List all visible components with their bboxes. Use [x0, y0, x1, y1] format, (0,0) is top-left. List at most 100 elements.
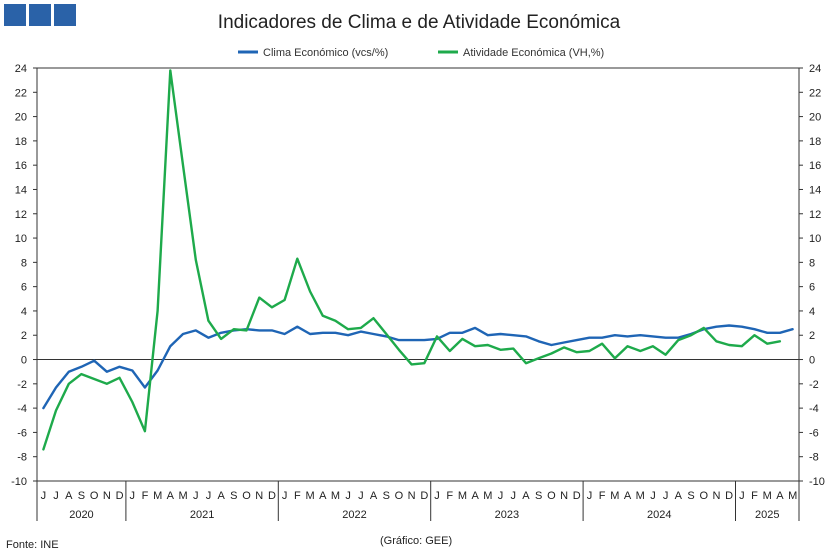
y-tick-label-right: -6 [809, 427, 819, 439]
y-tick-label-left: 18 [15, 136, 27, 148]
y-tick-label-left: -10 [11, 476, 27, 488]
x-tick-label: M [178, 490, 187, 502]
x-tick-label: A [167, 490, 175, 502]
y-tick-label-right: 2 [809, 330, 815, 342]
x-tick-label: J [206, 490, 212, 502]
y-tick-label-left: 4 [21, 306, 27, 318]
x-tick-label: J [434, 490, 440, 502]
x-tick-label: M [763, 490, 772, 502]
x-tick-label: F [446, 490, 453, 502]
x-tick-label: A [776, 490, 784, 502]
y-tick-label-right: 24 [809, 63, 821, 75]
x-tick-label: S [687, 490, 694, 502]
x-tick-label: A [319, 490, 327, 502]
year-label: 2025 [755, 509, 779, 521]
x-tick-label: A [217, 490, 225, 502]
y-tick-label-right: -10 [809, 476, 825, 488]
x-tick-label: J [739, 490, 745, 502]
x-tick-label: A [471, 490, 479, 502]
logo [4, 4, 76, 26]
x-tick-label: O [90, 490, 99, 502]
x-tick-label: S [383, 490, 390, 502]
series-line-clima [42, 324, 794, 410]
x-tick-label: S [535, 490, 542, 502]
y-tick-label-left: 8 [21, 257, 27, 269]
chart-title: Indicadores de Clima e de Atividade Econ… [218, 12, 621, 33]
x-tick-label: A [624, 490, 632, 502]
y-tick-label-right: 0 [809, 355, 815, 367]
y-tick-label-left: 6 [21, 282, 27, 294]
y-tick-label-right: 10 [809, 233, 821, 245]
plot-frame [36, 67, 800, 482]
x-tick-label: J [41, 490, 47, 502]
x-tick-label: D [268, 490, 276, 502]
y-tick-label-right: 14 [809, 184, 821, 196]
y-tick-label-left: 0 [21, 355, 27, 367]
x-tick-label: O [547, 490, 556, 502]
year-label: 2021 [190, 509, 214, 521]
x-tick-label: O [242, 490, 251, 502]
x-tick-label: N [408, 490, 416, 502]
year-label: 2023 [495, 509, 519, 521]
y-tick-label-right: 16 [809, 160, 821, 172]
x-tick-label: J [193, 490, 199, 502]
x-tick-label: M [610, 490, 619, 502]
x-tick-label: J [498, 490, 504, 502]
x-tick-label: S [230, 490, 237, 502]
x-tick-label: M [483, 490, 492, 502]
y-tick-label-right: -2 [809, 379, 819, 391]
x-tick-label: J [130, 490, 136, 502]
x-tick-label: D [116, 490, 124, 502]
x-tick-label: N [712, 490, 720, 502]
y-tick-label-right: 8 [809, 257, 815, 269]
x-tick-label: J [282, 490, 288, 502]
x-tick-label: A [370, 490, 378, 502]
y-tick-label-right: 6 [809, 282, 815, 294]
x-tick-label: J [511, 490, 517, 502]
x-tick-label: D [420, 490, 428, 502]
x-tick-label: D [725, 490, 733, 502]
x-tick-label: F [751, 490, 758, 502]
x-tick-label: A [675, 490, 683, 502]
x-tick-label: J [587, 490, 593, 502]
x-tick-label: J [650, 490, 656, 502]
y-tick-label-left: 2 [21, 330, 27, 342]
x-tick-label: J [53, 490, 59, 502]
series-layer [42, 69, 794, 451]
y-tick-label-right: -4 [809, 403, 819, 415]
x-tick-label: S [78, 490, 85, 502]
y-tick-label-left: 20 [15, 112, 27, 124]
x-tick-label: J [358, 490, 364, 502]
y-tick-label-left: 10 [15, 233, 27, 245]
x-tick-label: N [103, 490, 111, 502]
y-tick-label-left: 24 [15, 63, 27, 75]
y-tick-label-left: 14 [15, 184, 27, 196]
x-tick-label: M [458, 490, 467, 502]
x-tick-label: J [663, 490, 669, 502]
x-tick-label: F [599, 490, 606, 502]
logo-square [4, 4, 26, 26]
x-tick-label: N [560, 490, 568, 502]
year-label: 2022 [342, 509, 366, 521]
series-line-atividade [42, 69, 782, 451]
y-tick-label-left: -8 [17, 452, 27, 464]
y-tick-label-right: 4 [809, 306, 815, 318]
x-tick-label: M [305, 490, 314, 502]
logo-square [54, 4, 76, 26]
x-tick-label: O [699, 490, 708, 502]
x-tick-label: N [255, 490, 263, 502]
x-tick-label: M [636, 490, 645, 502]
x-tick-label: M [788, 490, 797, 502]
y-tick-label-right: 12 [809, 209, 821, 221]
y-tick-label-left: 22 [15, 87, 27, 99]
legend-label-atividade: Atividade Económica (VH,%) [463, 47, 604, 59]
y-tick-label-left: -4 [17, 403, 27, 415]
y-tick-label-left: 16 [15, 160, 27, 172]
y-tick-label-right: 22 [809, 87, 821, 99]
y-tick-label-right: 20 [809, 112, 821, 124]
x-tick-label: M [153, 490, 162, 502]
x-tick-label: J [345, 490, 351, 502]
